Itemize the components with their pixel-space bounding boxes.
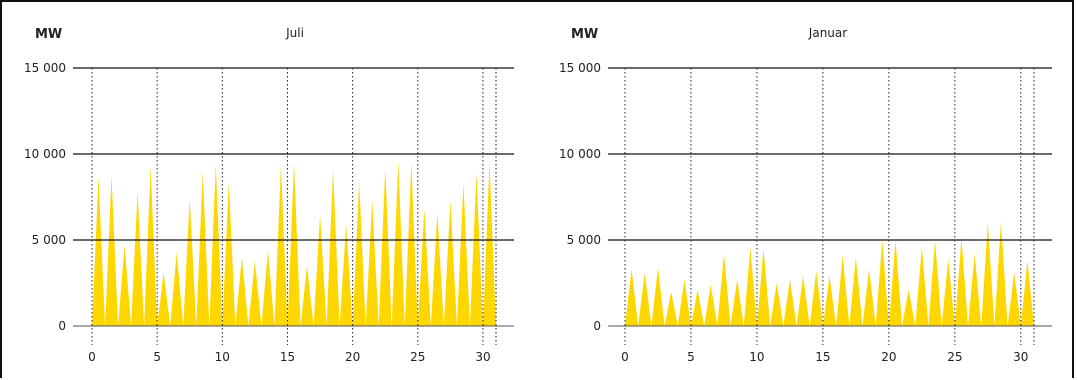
chart-panel-januar: MW Januar 0 5 000 10 000 15 000 0 5 10 15 20 25 30 (559, 26, 1052, 364)
y-tick-label: 5 000 (567, 233, 601, 247)
daily-peak-mark (118, 245, 132, 326)
chart-title: Januar (808, 26, 847, 40)
daily-peak-mark (796, 276, 810, 326)
y-tick-label: 10 000 (24, 147, 66, 161)
daily-peak-mark (378, 167, 392, 326)
x-tick-label: 5 (687, 350, 695, 364)
x-tick-label: 30 (1013, 350, 1028, 364)
daily-peak-mark (968, 253, 982, 326)
daily-peak-mark (677, 279, 691, 326)
daily-peak-mark (235, 257, 249, 326)
x-tick-label: 25 (410, 350, 425, 364)
x-tick-label: 20 (881, 350, 896, 364)
daily-peak-mark (248, 260, 262, 326)
daily-peak-mark (1020, 260, 1034, 326)
x-tick-label: 5 (153, 350, 161, 364)
x-tick-label: 10 (749, 350, 764, 364)
y-unit-label: MW (571, 27, 598, 42)
daily-peak-mark (391, 160, 405, 326)
y-tick-label: 10 000 (559, 147, 601, 161)
daily-peak-mark (822, 276, 837, 326)
daily-peak-mark (430, 212, 444, 326)
daily-peak-mark (928, 240, 942, 326)
y-tick-label: 0 (58, 319, 66, 333)
x-tick-label: 0 (88, 350, 96, 364)
daily-peak-mark (105, 176, 119, 326)
daily-peak-mark (469, 172, 483, 326)
daily-peak-mark (313, 214, 327, 326)
daily-peak-mark (954, 238, 969, 326)
daily-peak-mark (717, 253, 731, 326)
series-area (625, 221, 1034, 326)
y-tick-label: 15 000 (559, 61, 601, 75)
daily-peak-mark (417, 209, 431, 326)
daily-peak-mark (783, 279, 797, 326)
daily-peak-mark (92, 176, 106, 326)
y-tick-label: 15 000 (24, 61, 66, 75)
daily-peak-mark (287, 162, 301, 326)
daily-peak-mark (664, 291, 678, 326)
daily-peak-mark (443, 200, 457, 326)
daily-peak-mark (222, 181, 236, 326)
daily-peak-mark (339, 224, 353, 326)
daily-peak-mark (209, 164, 223, 326)
y-tick-label: 0 (593, 319, 601, 333)
daily-peak-mark (690, 289, 705, 326)
daily-peak-mark (743, 246, 757, 326)
x-tick-label: 10 (215, 350, 230, 364)
x-tick-label: 0 (621, 350, 629, 364)
x-tick-label: 25 (947, 350, 962, 364)
daily-peak-mark (809, 270, 823, 326)
daily-peak-mark (981, 222, 995, 326)
daily-peak-mark (888, 240, 903, 326)
daily-peak-mark (352, 181, 366, 326)
daily-peak-mark (274, 164, 288, 326)
daily-peak-mark (756, 248, 771, 326)
daily-peak-mark (862, 269, 876, 326)
daily-peak-mark (131, 191, 145, 326)
daily-peak-mark (157, 272, 171, 326)
daily-peak-mark (915, 246, 929, 326)
daily-peak-mark (196, 171, 210, 326)
daily-peak-mark (625, 269, 639, 326)
chart-title: Juli (285, 26, 304, 40)
daily-peak-mark (836, 255, 850, 326)
y-tick-label: 5 000 (32, 233, 66, 247)
y-unit-label: MW (35, 27, 62, 42)
daily-peak-mark (1007, 272, 1021, 326)
daily-peak-mark (651, 267, 665, 326)
daily-peak-mark (144, 166, 158, 326)
daily-peak-mark (326, 169, 340, 326)
daily-peak-mark (261, 250, 275, 326)
daily-peak-mark (170, 252, 184, 326)
daily-peak-mark (941, 258, 955, 326)
chart-panel-juli: MW Juli 0 5 000 10 000 15 000 0 5 10 15 20 25 30 (24, 26, 514, 364)
x-tick-label: 15 (280, 350, 295, 364)
daily-peak-mark (994, 221, 1008, 326)
daily-peak-mark (770, 283, 784, 326)
daily-peak-mark (638, 272, 652, 326)
daily-peak-mark (704, 284, 718, 326)
x-tick-label: 30 (475, 350, 490, 364)
daily-peak-mark (404, 162, 418, 326)
daily-peak-mark (482, 162, 496, 326)
daily-peak-mark (183, 198, 197, 326)
daily-peak-mark (300, 265, 314, 326)
series-area (92, 160, 496, 326)
daily-peak-mark (365, 200, 379, 326)
daily-peak-mark (875, 240, 889, 326)
daily-peak-mark (849, 257, 863, 326)
daily-peak-mark (730, 279, 744, 326)
daily-peak-mark (902, 289, 916, 326)
daily-peak-mark (456, 183, 470, 326)
x-tick-label: 20 (345, 350, 360, 364)
x-tick-label: 15 (815, 350, 830, 364)
